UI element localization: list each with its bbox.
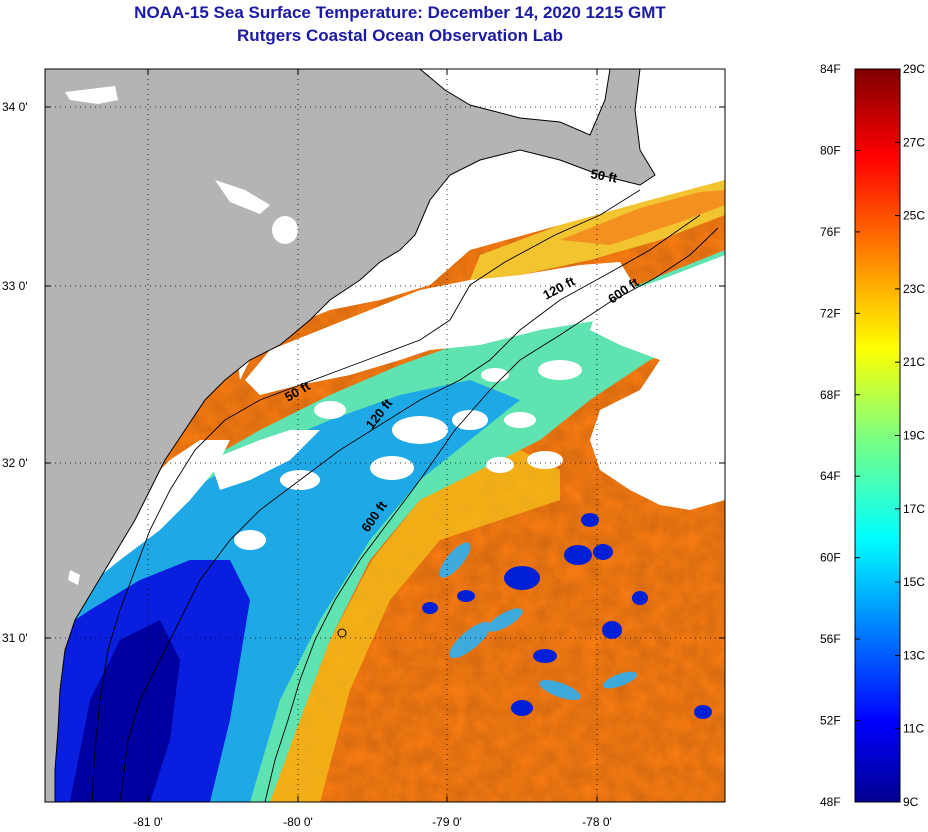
title-line-2: Rutgers Coastal Ocean Observation Lab (237, 26, 563, 45)
axis-ticks (45, 69, 725, 802)
coldest-nearshore-water (70, 620, 180, 802)
lon-label-78: -78 0' (582, 815, 612, 829)
cool-filaments (439, 542, 638, 700)
title-line-1: NOAA-15 Sea Surface Temperature: Decembe… (134, 3, 666, 22)
graticule (45, 69, 725, 802)
colorbar-c-label: 25C (903, 209, 925, 223)
lon-label-80: -80 0' (283, 815, 313, 829)
colorbar-f-label: 76F (820, 225, 841, 239)
colorbar-f-label: 84F (820, 62, 841, 76)
colorbar-c-label: 23C (903, 282, 925, 296)
colorbar (854, 68, 901, 803)
lon-label-79: -79 0' (432, 815, 462, 829)
colorbar-c-label: 29C (903, 62, 925, 76)
cold-eddies (422, 513, 712, 719)
lat-label-34: 34 0' (2, 100, 28, 114)
colorbar-f-label: 48F (820, 795, 841, 809)
colorbar-celsius-labels: 29C 27C 25C 23C 21C 19C 17C 15C 13C 11C 9C (903, 62, 925, 809)
map-frame (44, 68, 726, 803)
contour-120ft (119, 214, 701, 802)
lat-label-33: 33 0' (2, 279, 28, 293)
colorbar-c-label: 17C (903, 502, 925, 516)
contour-label-50ft-north: 50 ft (589, 166, 619, 186)
colorbar-c-label: 27C (903, 135, 925, 149)
colorbar-c-label: 9C (903, 795, 919, 809)
colorbar-f-label: 52F (820, 714, 841, 728)
lon-label-81: -81 0' (133, 815, 163, 829)
colorbar-f-label: 60F (820, 551, 841, 565)
colorbar-ticks (855, 68, 900, 803)
coastline (54, 69, 656, 802)
lat-label-32: 32 0' (2, 456, 28, 470)
colorbar-c-label: 13C (903, 648, 925, 662)
colorbar-c-label: 11C (903, 722, 924, 736)
colorbar-f-label: 72F (820, 306, 841, 320)
colorbar-fahrenheit-labels: 84F 80F 76F 72F 68F 64F 60F 56F 52F 48F (820, 62, 841, 809)
location-marker (337, 628, 347, 638)
colorbar-f-label: 80F (820, 143, 841, 157)
colorbar-f-label: 68F (820, 388, 841, 402)
contour-50ft (91, 189, 641, 802)
land-mass (45, 69, 655, 802)
yellow-front (268, 450, 560, 802)
lat-label-31: 31 0' (2, 631, 28, 645)
warm-streak-core (560, 190, 725, 245)
inland-clouds (65, 86, 298, 585)
colorbar-c-label: 15C (903, 575, 925, 589)
colorbar-c-label: 19C (903, 429, 925, 443)
map-area: 50 ft 120 ft 600 ft 50 ft 120 ft 600 ft (45, 69, 725, 802)
contour-600ft (264, 227, 719, 802)
colorbar-f-label: 56F (820, 632, 841, 646)
colorbar-c-label: 21C (903, 355, 925, 369)
colorbar-f-label: 64F (820, 469, 841, 483)
